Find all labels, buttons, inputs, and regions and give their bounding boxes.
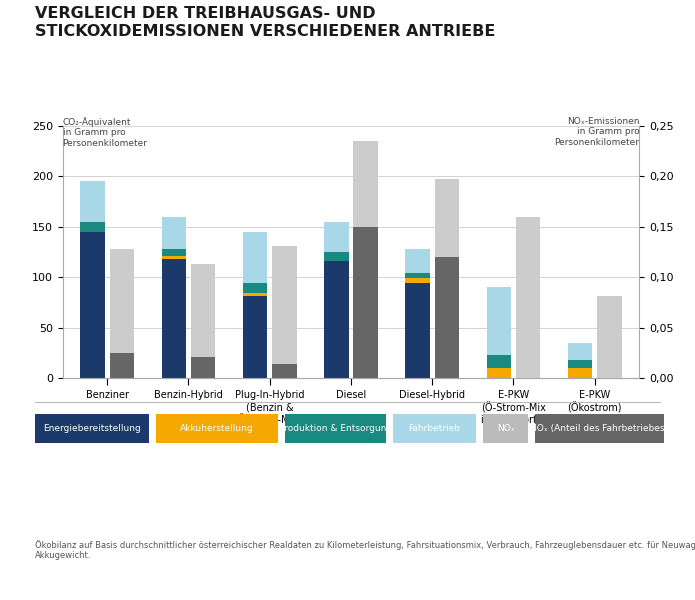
Bar xyxy=(243,293,268,296)
Text: NOₓ-Emissionen
in Gramm pro
Personenkilometer: NOₓ-Emissionen in Gramm pro Personenkilo… xyxy=(555,117,639,147)
Bar xyxy=(597,296,621,378)
Bar xyxy=(434,257,459,378)
Text: NOₓ: NOₓ xyxy=(497,424,514,433)
Bar xyxy=(324,252,348,261)
Text: CO₂-Äquivalent
in Gramm pro
Personenkilometer: CO₂-Äquivalent in Gramm pro Personenkilo… xyxy=(63,117,147,148)
Text: Energiebereitstellung: Energiebereitstellung xyxy=(43,424,141,433)
Text: Fahrbetrieb: Fahrbetrieb xyxy=(409,424,460,433)
Bar xyxy=(324,222,348,252)
Bar xyxy=(486,355,511,368)
Text: Produktion & Entsorgung: Produktion & Entsorgung xyxy=(279,424,392,433)
Bar xyxy=(568,343,592,360)
Text: Akkuherstellung: Akkuherstellung xyxy=(181,424,254,433)
Bar xyxy=(191,357,215,378)
Bar xyxy=(243,296,268,378)
Bar xyxy=(110,353,134,378)
Text: VERGLEICH DER TREIBHAUSGAS- UND
STICKOXIDEMISSIONEN VERSCHIEDENER ANTRIEBE: VERGLEICH DER TREIBHAUSGAS- UND STICKOXI… xyxy=(35,6,495,39)
Text: Ökobilanz auf Basis durchschnittlicher österreichischer Realdaten zu Kilometerle: Ökobilanz auf Basis durchschnittlicher ö… xyxy=(35,540,695,560)
Bar xyxy=(324,261,348,378)
Bar xyxy=(405,278,430,283)
Bar xyxy=(162,259,186,378)
Bar xyxy=(110,249,134,378)
Bar xyxy=(81,232,105,378)
Bar xyxy=(191,264,215,378)
Bar xyxy=(516,217,540,378)
Bar xyxy=(405,249,430,273)
Bar xyxy=(81,181,105,222)
Bar xyxy=(243,283,268,293)
Bar xyxy=(272,364,297,378)
Bar xyxy=(405,273,430,278)
Bar xyxy=(405,283,430,378)
Bar xyxy=(568,360,592,368)
Bar xyxy=(272,246,297,378)
Bar xyxy=(434,179,459,378)
Bar xyxy=(486,287,511,355)
Bar xyxy=(162,249,186,256)
Bar xyxy=(81,222,105,232)
Bar xyxy=(162,217,186,249)
Bar xyxy=(243,232,268,283)
Bar xyxy=(568,368,592,378)
Bar xyxy=(486,368,511,378)
Bar xyxy=(162,256,186,259)
Bar xyxy=(354,227,378,378)
Bar xyxy=(354,141,378,378)
Text: NOₓ (Anteil des Fahrbetriebes): NOₓ (Anteil des Fahrbetriebes) xyxy=(530,424,669,433)
